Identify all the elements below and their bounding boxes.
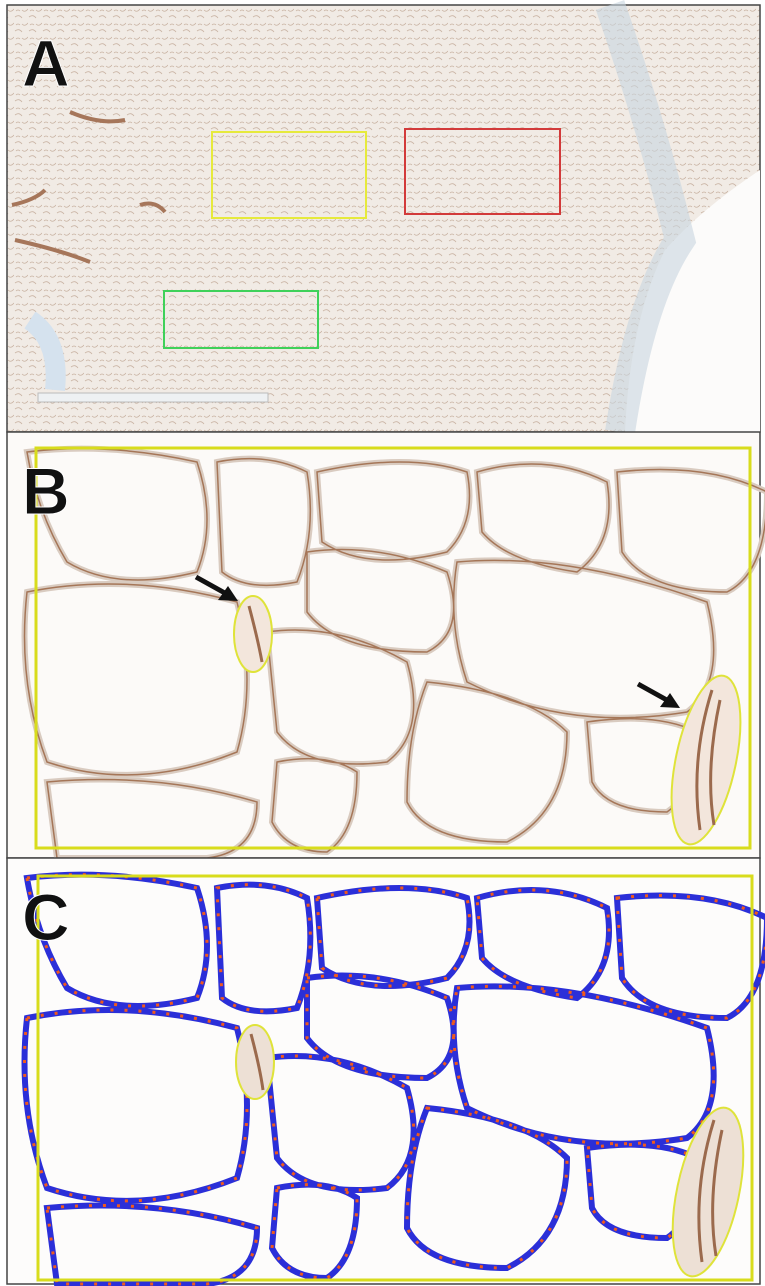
panel-a: A: [7, 5, 760, 432]
tissue-zoom: [7, 432, 760, 858]
vessel-outline: [234, 596, 272, 672]
panel-b: B: [7, 432, 765, 858]
panel-c: C: [7, 858, 765, 1284]
tissue-analysis: [7, 858, 760, 1284]
vessel-outline: [236, 1025, 274, 1099]
panel-label: A: [22, 26, 70, 100]
scale-bar: [38, 393, 268, 402]
panel-label: C: [22, 880, 70, 954]
panel-label: B: [22, 454, 70, 528]
figure: A B C: [0, 0, 765, 1286]
